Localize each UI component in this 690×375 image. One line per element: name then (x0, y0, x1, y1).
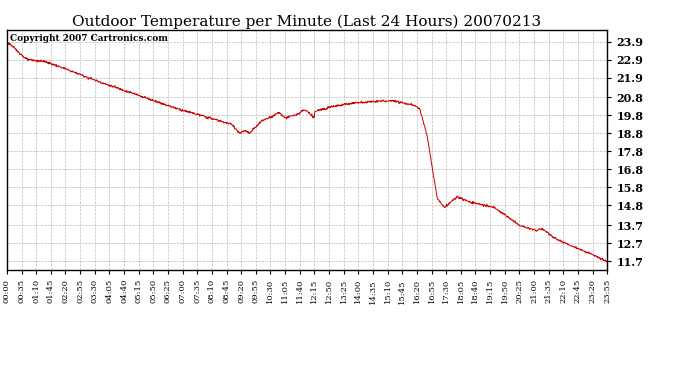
Text: Copyright 2007 Cartronics.com: Copyright 2007 Cartronics.com (10, 34, 168, 43)
Title: Outdoor Temperature per Minute (Last 24 Hours) 20070213: Outdoor Temperature per Minute (Last 24 … (72, 15, 542, 29)
